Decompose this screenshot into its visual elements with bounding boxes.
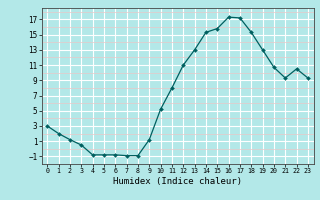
X-axis label: Humidex (Indice chaleur): Humidex (Indice chaleur): [113, 177, 242, 186]
